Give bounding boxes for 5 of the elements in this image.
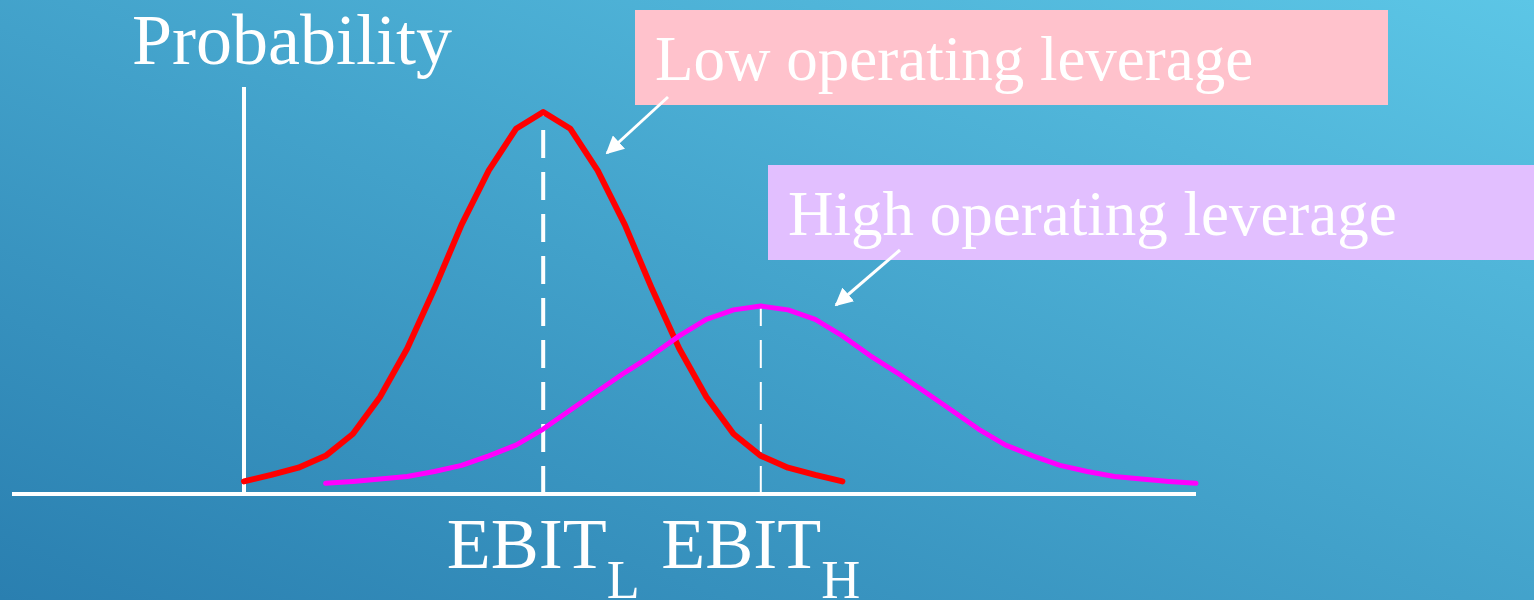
x-tick-label: EBIT$_{L}$ [446, 504, 640, 600]
x-tick-label: EBIT$_{H}$ [661, 504, 861, 600]
text: Low operating leverage [655, 24, 1254, 94]
annotation: High operating leverage [788, 179, 1397, 249]
y-axis-title: Probability [132, 0, 452, 80]
